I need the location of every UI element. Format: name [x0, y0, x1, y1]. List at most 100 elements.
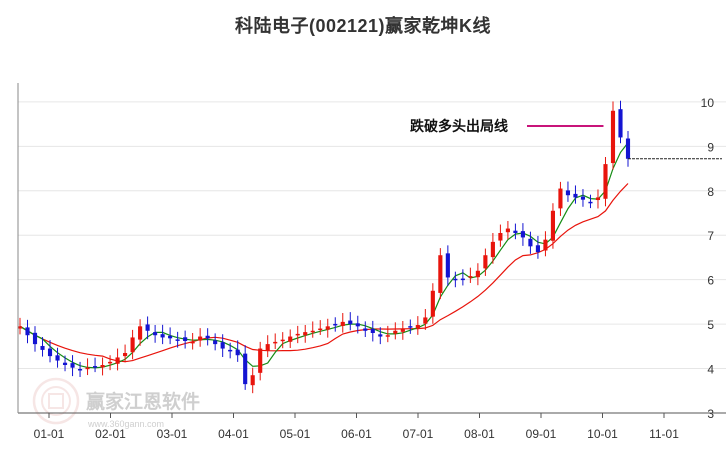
candle-body	[573, 193, 578, 198]
candle-body	[85, 367, 90, 370]
candle-body	[288, 336, 293, 342]
candle	[303, 325, 308, 343]
candle	[558, 181, 563, 216]
candle-body	[535, 245, 540, 253]
candle-body	[610, 110, 616, 164]
y-tick-label: 8	[707, 185, 714, 199]
candle	[100, 357, 105, 376]
candle	[618, 100, 623, 144]
candle-body	[333, 323, 338, 326]
candle-body	[92, 366, 98, 368]
candle	[258, 341, 263, 381]
candle	[145, 316, 150, 340]
candle-body	[483, 255, 488, 269]
candle	[453, 271, 458, 288]
moving-averages	[19, 142, 629, 369]
candle-body	[213, 340, 218, 345]
candle-body	[25, 327, 30, 336]
candle	[505, 221, 510, 240]
candle-body	[130, 337, 135, 353]
candle-body	[138, 326, 143, 340]
x-tick-label: 04-01	[218, 427, 249, 441]
candle	[205, 328, 210, 346]
candle	[17, 317, 23, 335]
candle-body	[460, 278, 465, 281]
grid	[18, 101, 726, 414]
candle-body	[40, 345, 45, 350]
candle-body	[258, 348, 263, 373]
candle-body	[490, 241, 495, 258]
candle-body	[153, 332, 158, 336]
candle-body	[280, 339, 285, 342]
candle	[333, 317, 338, 332]
candle	[355, 315, 360, 334]
chart-title: 科陆电子(002121)赢家乾坤K线	[234, 16, 492, 36]
candle	[273, 333, 278, 349]
watermark: 赢家江恩软件 www.360gann.com	[32, 377, 200, 429]
candle-body	[408, 326, 413, 328]
candle	[130, 329, 135, 360]
candle	[573, 185, 578, 204]
candle-body	[17, 326, 23, 329]
candle	[175, 331, 180, 348]
candle	[25, 319, 30, 344]
x-tick-label: 06-01	[341, 427, 372, 441]
y-tick-label: 6	[707, 274, 714, 288]
candle-body	[498, 233, 503, 241]
candle-body	[340, 321, 345, 326]
candle	[340, 313, 345, 333]
candle-body	[393, 330, 398, 334]
candle-body	[115, 357, 120, 364]
candle-body	[543, 239, 548, 251]
candle-body	[423, 317, 428, 324]
candle-body	[625, 138, 631, 159]
candle	[295, 325, 300, 344]
candle-body	[528, 238, 533, 247]
candle-body	[55, 355, 60, 361]
candle-body	[453, 278, 458, 281]
candle-body	[520, 231, 525, 238]
candle	[32, 326, 38, 352]
x-tick-label: 09-01	[526, 427, 557, 441]
candle	[588, 194, 593, 209]
candle	[535, 235, 540, 259]
candle	[348, 312, 353, 331]
candle	[408, 319, 413, 334]
candle	[445, 245, 450, 286]
candle-body	[108, 361, 113, 364]
candle	[513, 223, 518, 240]
candle-body	[265, 344, 270, 351]
candle	[520, 223, 525, 246]
axes: 3 4 5 6 7 8 9 10 01-01 02-01 03-01 04-01 05-01 06-01 0…	[17, 83, 726, 441]
y-tick-label: 10	[701, 96, 715, 110]
candle-body	[220, 342, 225, 349]
candle-body	[310, 330, 315, 333]
candle	[235, 340, 240, 362]
candle	[580, 189, 586, 207]
candle	[280, 332, 285, 349]
candle	[62, 355, 68, 372]
candle-body	[325, 326, 330, 330]
candle	[483, 248, 488, 276]
candle-body	[370, 328, 375, 333]
candle-body	[475, 270, 480, 278]
candle	[528, 231, 533, 254]
x-tick-label: 08-01	[464, 427, 495, 441]
y-tick-label: 9	[707, 140, 714, 154]
candle-body	[198, 336, 203, 341]
candle-body	[595, 197, 601, 201]
candle	[115, 348, 120, 371]
candle-body	[250, 375, 255, 386]
candle-body	[273, 341, 278, 344]
x-tick-label: 03-01	[157, 427, 188, 441]
y-tick-label: 4	[707, 363, 714, 377]
x-tick-label: 02-01	[95, 427, 126, 441]
y-tick-label: 5	[707, 318, 714, 332]
candle	[325, 318, 330, 338]
candle-body	[550, 210, 556, 241]
candle	[243, 345, 248, 390]
candle-body	[415, 325, 420, 329]
candle	[310, 321, 315, 338]
